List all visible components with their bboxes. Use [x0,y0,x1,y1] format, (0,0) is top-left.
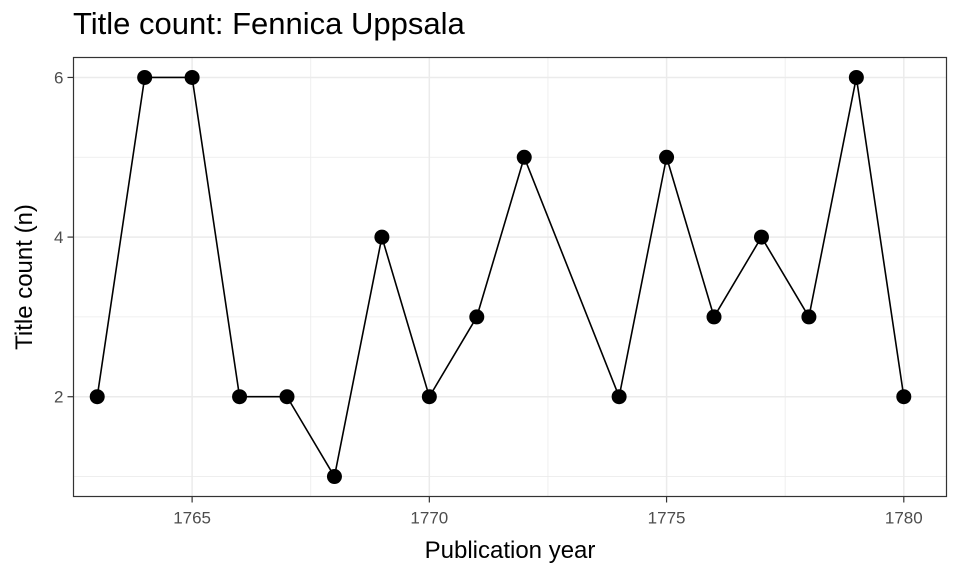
data-points [89,69,912,485]
x-axis: 1765 1770 1775 1780 [173,496,923,528]
plot-panel-border [72,56,948,498]
y-tick-label: 2 [54,388,63,407]
data-point [374,229,390,245]
x-tick-label: 1765 [173,509,211,528]
x-tick-label: 1780 [885,509,923,528]
data-point [232,389,248,405]
data-point [801,309,817,325]
grid-major [73,57,947,497]
x-tick-label: 1770 [410,509,448,528]
series-polyline [96,76,905,478]
data-point [848,69,864,85]
data-point [326,469,342,485]
grid-minor [73,57,947,497]
data-point [279,389,295,405]
y-axis: 2 4 6 [54,68,74,407]
y-tick-label: 6 [54,68,63,87]
data-point [516,149,532,165]
data-point [421,389,437,405]
x-axis-title: Publication year [425,537,596,564]
data-point [611,389,627,405]
x-tick-label: 1775 [648,509,686,528]
data-point [753,229,769,245]
data-point [659,149,675,165]
data-point [89,389,105,405]
y-tick-label: 4 [54,228,63,247]
data-point [896,389,912,405]
series-line [96,76,905,478]
data-point [469,309,485,325]
chart-title: Title count: Fennica Uppsala [73,6,465,41]
data-point [137,69,153,85]
data-point [184,69,200,85]
data-point [706,309,722,325]
y-axis-title: Title count (n) [11,204,38,350]
